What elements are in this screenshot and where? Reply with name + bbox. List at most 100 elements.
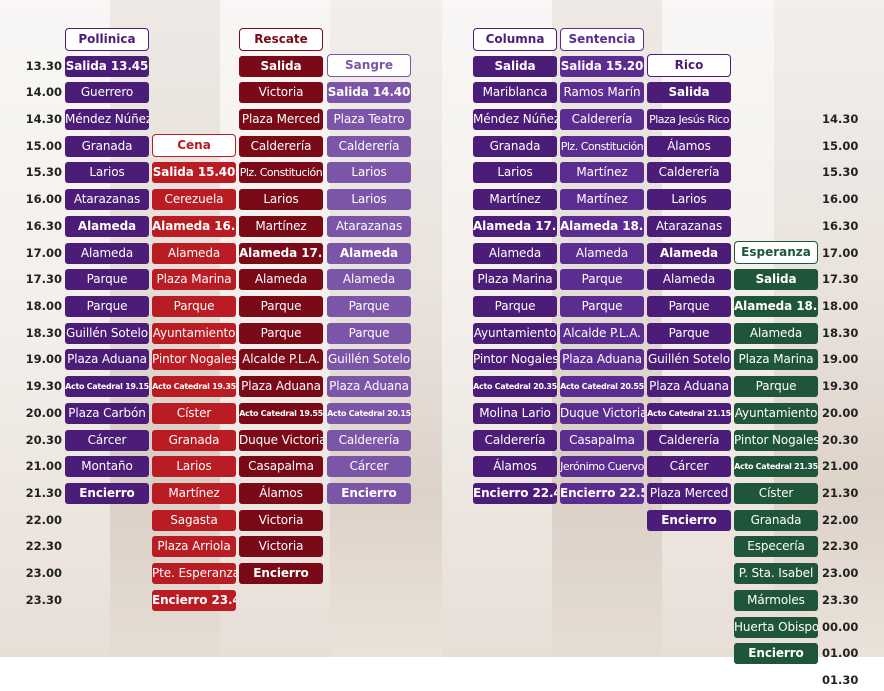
time-label-left: 15.00 bbox=[25, 138, 62, 153]
route-stop: Parque bbox=[560, 269, 644, 291]
time-label-left: 20.30 bbox=[25, 432, 62, 447]
route-stop: Atarazanas bbox=[65, 189, 149, 211]
route-stop: Plaza Aduana bbox=[647, 376, 731, 398]
route-stop: Encierro 22.55 bbox=[560, 483, 644, 505]
route-stop: Salida bbox=[734, 269, 818, 291]
route-stop: Victoria bbox=[239, 536, 323, 558]
route-stop: Císter bbox=[734, 483, 818, 505]
route-stop: Especería bbox=[734, 536, 818, 558]
time-label-right: 17.00 bbox=[822, 245, 859, 260]
time-label-right: 23.30 bbox=[822, 592, 859, 607]
time-label-left: 17.30 bbox=[25, 272, 62, 287]
time-label-right: 15.00 bbox=[822, 138, 859, 153]
time-label-right: 19.00 bbox=[822, 352, 859, 367]
route-stop: Plaza Aduana bbox=[239, 376, 323, 398]
route-stop: Parque bbox=[239, 322, 323, 344]
route-stop: Plaza Aduana bbox=[327, 376, 411, 398]
route-stop: Cerezuela bbox=[152, 189, 236, 211]
route-stop: Acto Catedral 19.55 bbox=[239, 402, 323, 424]
time-label-right: 00.00 bbox=[822, 619, 859, 634]
route-stop: Parque bbox=[560, 295, 644, 317]
time-label-left: 23.30 bbox=[25, 592, 62, 607]
route-stop: Larios bbox=[473, 162, 557, 184]
route-stop: Granada bbox=[473, 135, 557, 157]
procession-header-sentencia: Sentencia bbox=[560, 27, 644, 51]
route-stop: Casapalma bbox=[560, 429, 644, 451]
route-stop: Jerónimo Cuervo bbox=[560, 456, 644, 478]
route-stop: Plaza Aduana bbox=[560, 349, 644, 371]
route-stop: Alameda bbox=[560, 242, 644, 264]
route-stop: Martínez bbox=[560, 189, 644, 211]
time-label-left: 15.30 bbox=[25, 165, 62, 180]
route-stop: Salida 13.45 bbox=[65, 55, 149, 77]
route-stop: Calderería bbox=[327, 429, 411, 451]
time-label-right: 22.30 bbox=[822, 539, 859, 554]
route-stop: Encierro bbox=[65, 483, 149, 505]
time-label-right: 01.00 bbox=[822, 646, 859, 661]
procession-header-columna: Columna bbox=[473, 27, 557, 51]
route-stop: Calderería bbox=[239, 135, 323, 157]
route-stop: Larios bbox=[647, 189, 731, 211]
time-label-left: 13.30 bbox=[25, 58, 62, 73]
route-stop: Alcalde P.L.A. bbox=[239, 349, 323, 371]
route-stop: Guillén Sotelo bbox=[65, 322, 149, 344]
time-label-right: 18.00 bbox=[822, 298, 859, 313]
route-stop: Cárcer bbox=[65, 429, 149, 451]
route-stop: Pintor Nogales bbox=[152, 349, 236, 371]
time-label-right: 22.00 bbox=[822, 512, 859, 527]
route-stop: Plaza Marina bbox=[152, 269, 236, 291]
route-stop: Alameda bbox=[647, 242, 731, 264]
route-stop: Acto Catedral 21.15 bbox=[647, 402, 731, 424]
route-stop: Plaza Carbón bbox=[65, 402, 149, 424]
route-stop: Acto Catedral 20.35 bbox=[473, 376, 557, 398]
time-label-left: 16.30 bbox=[25, 218, 62, 233]
time-label-right: 01.30 bbox=[822, 673, 859, 688]
time-label-right: 19.30 bbox=[822, 379, 859, 394]
route-stop: Molina Lario bbox=[473, 402, 557, 424]
route-stop: Victoria bbox=[239, 82, 323, 104]
route-stop: Plaza Jesús Rico bbox=[647, 108, 731, 130]
route-stop: Alameda 18.50 bbox=[734, 295, 818, 317]
procession-header-esperanza: Esperanza bbox=[734, 241, 818, 265]
route-stop: Salida 15.40 bbox=[152, 162, 236, 184]
time-label-left: 19.00 bbox=[25, 352, 62, 367]
time-label-right: 18.30 bbox=[822, 325, 859, 340]
route-stop: Acto Catedral 20.55 bbox=[560, 376, 644, 398]
route-stop: Alameda 17.10 bbox=[239, 242, 323, 264]
route-stop: Cárcer bbox=[327, 456, 411, 478]
route-stop: Parque bbox=[647, 322, 731, 344]
route-stop: Calderería bbox=[473, 429, 557, 451]
procession-header-rescate: Rescate bbox=[239, 27, 323, 51]
time-label-left: 23.00 bbox=[25, 566, 62, 581]
route-stop: Atarazanas bbox=[327, 215, 411, 237]
route-stop: Méndez Núñez bbox=[473, 108, 557, 130]
route-stop: Pte. Esperanza bbox=[152, 563, 236, 585]
route-stop: Alameda bbox=[239, 269, 323, 291]
route-stop: Alameda bbox=[65, 242, 149, 264]
procession-header-pollinica: Pollinica bbox=[65, 27, 149, 51]
procession-header-sangre: Sangre bbox=[327, 54, 411, 78]
route-stop: Cárcer bbox=[647, 456, 731, 478]
route-stop: Parque bbox=[734, 376, 818, 398]
time-label-right: 23.00 bbox=[822, 566, 859, 581]
route-stop: Guillén Sotelo bbox=[647, 349, 731, 371]
time-label-right: 20.30 bbox=[822, 432, 859, 447]
time-label-left: 20.00 bbox=[25, 405, 62, 420]
route-stop: Parque bbox=[647, 295, 731, 317]
route-stop: Larios bbox=[65, 162, 149, 184]
route-stop: Huerta Obispo bbox=[734, 616, 818, 638]
route-stop: Plaza Teatro bbox=[327, 108, 411, 130]
route-stop: Alcalde P.L.A. bbox=[560, 322, 644, 344]
route-stop: Alameda bbox=[152, 242, 236, 264]
route-stop: Álamos bbox=[473, 456, 557, 478]
route-stop: Parque bbox=[65, 295, 149, 317]
route-stop: Alameda 16.50 bbox=[152, 215, 236, 237]
route-stop: Méndez Núñez bbox=[65, 108, 149, 130]
time-label-left: 16.00 bbox=[25, 192, 62, 207]
route-stop: Mariblanca bbox=[473, 82, 557, 104]
route-stop: Martínez bbox=[473, 189, 557, 211]
route-stop: Ayuntamiento bbox=[734, 402, 818, 424]
route-stop: Alameda bbox=[327, 269, 411, 291]
time-label-left: 21.00 bbox=[25, 459, 62, 474]
route-stop: Alameda 17.50 bbox=[473, 215, 557, 237]
